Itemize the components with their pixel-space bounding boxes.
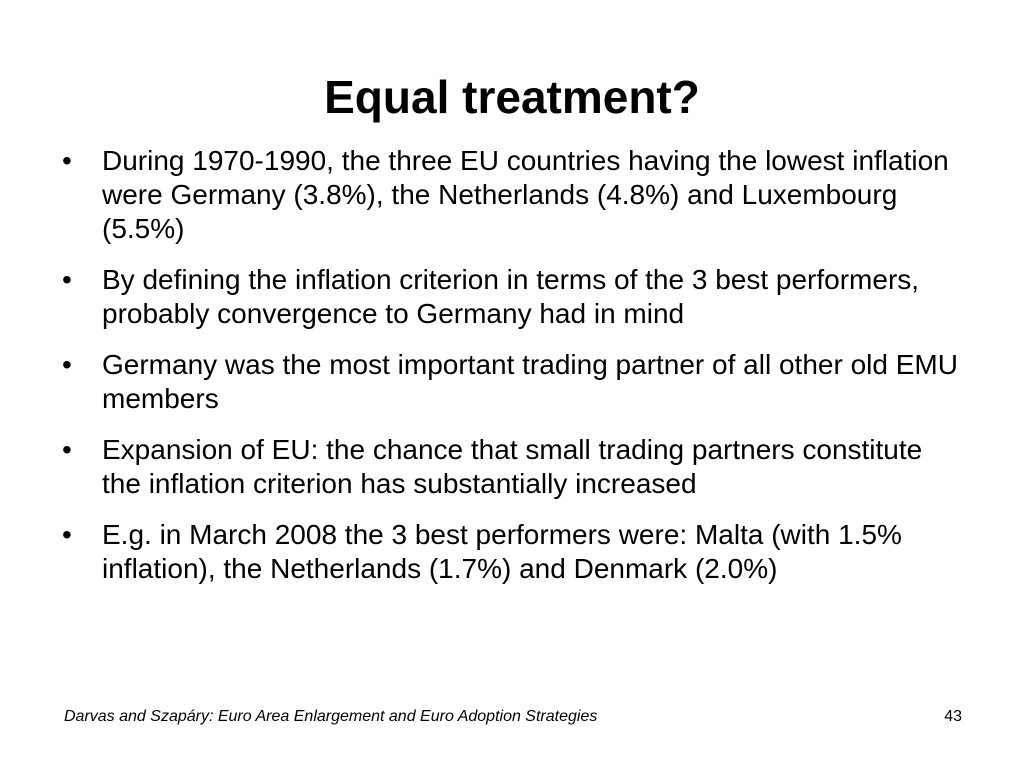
page-number: 43 [944,708,962,725]
bullet-item: Expansion of EU: the chance that small t… [62,433,962,501]
bullet-item: E.g. in March 2008 the 3 best performers… [62,518,962,586]
slide-title: Equal treatment? [324,71,700,123]
bullet-item: By defining the inflation criterion in t… [62,263,962,331]
bullet-item: During 1970-1990, the three EU countries… [62,144,962,246]
bullet-item: Germany was the most important trading p… [62,348,962,416]
footer-text: Darvas and Szapáry: Euro Area Enlargemen… [64,708,598,725]
bullet-list: During 1970-1990, the three EU countries… [62,144,962,603]
